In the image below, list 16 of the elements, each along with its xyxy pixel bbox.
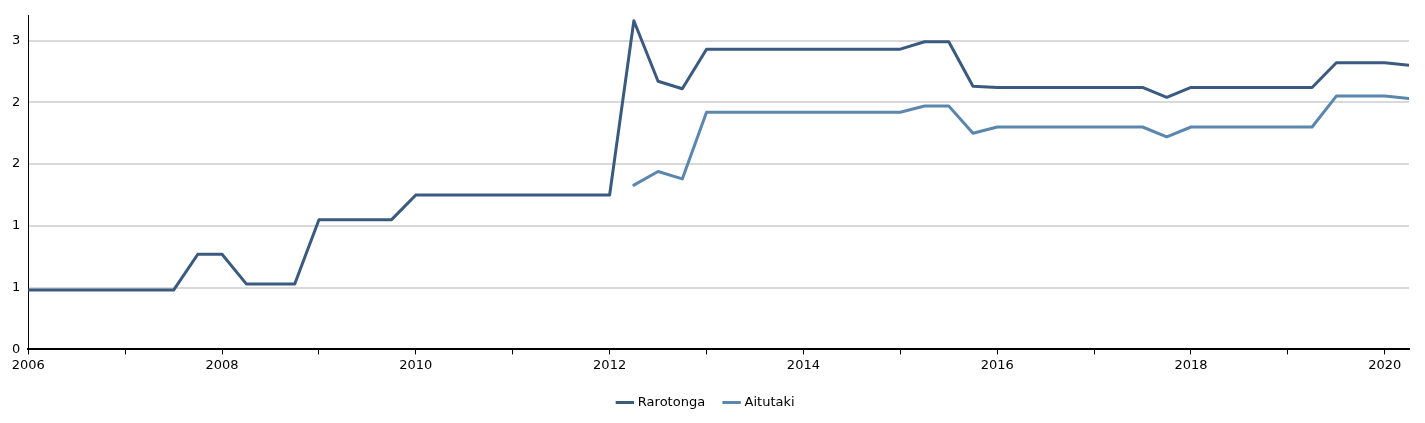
y-tick-label: 3 [11, 31, 21, 47]
legend-label: Rarotonga [637, 393, 706, 409]
x-tick-label: 2020 [1368, 356, 1402, 372]
y-tick-label: 1 [11, 279, 21, 294]
x-tick-label: 2006 [11, 356, 45, 372]
x-tick-label: 2018 [1174, 356, 1208, 372]
x-tick-label: 2010 [399, 356, 433, 372]
x-tick-label: 2014 [786, 356, 820, 372]
x-tick-label: 2012 [593, 356, 627, 372]
x-tick-label: 2008 [205, 356, 239, 372]
y-tick-label: 0 [11, 340, 21, 356]
y-tick-label: 2 [11, 93, 21, 109]
y-tick-label: 1 [11, 217, 21, 233]
x-tick-label: 2016 [980, 356, 1014, 372]
y-tick-label: 2 [11, 155, 21, 171]
legend-label: Aitutaki [744, 393, 795, 409]
